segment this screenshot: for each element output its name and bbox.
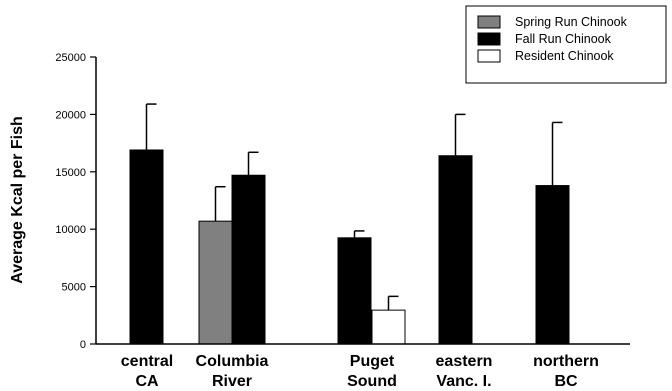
x-tick-label: central [121, 353, 173, 370]
legend-label: Resident Chinook [515, 49, 614, 63]
y-tick-label: 20000 [55, 109, 86, 121]
y-tick-label: 0 [80, 339, 86, 351]
bar [535, 185, 570, 345]
legend-label: Spring Run Chinook [515, 15, 628, 29]
x-tick-label: River [212, 373, 252, 390]
x-tick-label: CA [135, 373, 159, 390]
x-tick-label: eastern [436, 353, 493, 370]
x-axis: central CA Columbia River Puget Sound eastern V… [96, 343, 630, 390]
x-tick-label: BC [554, 373, 578, 390]
y-axis-label: Average Kcal per Fish [9, 116, 26, 283]
legend-swatch [477, 15, 501, 29]
legend: Spring Run Chinook Fall Run Chinook Reside… [465, 5, 667, 84]
y-tick-label: 25000 [55, 52, 86, 64]
bars [129, 103, 570, 345]
bar [129, 149, 164, 345]
y-axis: 0 5000 10000 15000 20000 25000 [55, 52, 97, 351]
legend-swatch [477, 32, 501, 46]
x-tick-label: Vanc. I. [436, 373, 491, 390]
y-tick-label: 10000 [55, 224, 86, 236]
x-tick-label: Puget [350, 353, 395, 370]
legend-swatch [477, 49, 501, 63]
bar [231, 174, 266, 345]
bar [438, 155, 473, 345]
x-tick-label: northern [533, 353, 599, 370]
y-tick-label: 15000 [55, 167, 86, 179]
bar [371, 309, 406, 345]
bar [337, 237, 372, 345]
legend-label: Fall Run Chinook [515, 32, 612, 46]
y-tick-label: 5000 [62, 282, 86, 294]
bar [198, 220, 233, 345]
x-tick-label: Columbia [196, 353, 269, 370]
x-tick-label: Sound [347, 373, 397, 390]
